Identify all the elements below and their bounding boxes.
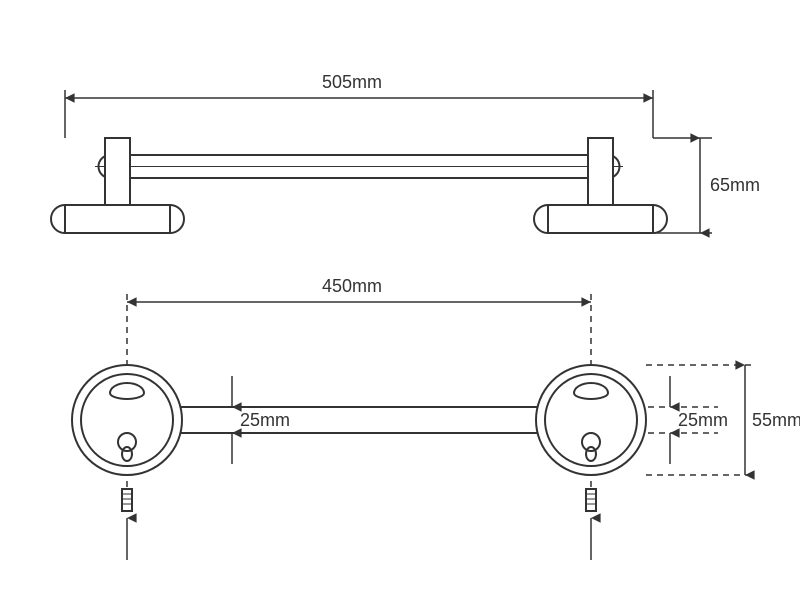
drawing-canvas [0, 0, 800, 600]
front-view [51, 90, 712, 233]
label-55: 55mm [752, 410, 800, 431]
label-25-l: 25mm [240, 410, 290, 431]
label-25-r: 25mm [678, 410, 728, 431]
dim-450 [127, 294, 591, 360]
label-65: 65mm [710, 175, 760, 196]
top-flange-left [72, 365, 182, 475]
top-flange-right [536, 365, 646, 475]
label-505: 505mm [322, 72, 382, 93]
dim-505 [65, 90, 653, 138]
front-post-right [534, 138, 667, 233]
screw-right [586, 489, 596, 560]
front-post-left [51, 138, 184, 233]
top-view [72, 294, 755, 560]
label-450: 450mm [322, 276, 382, 297]
front-bar [95, 155, 623, 178]
dim-65 [653, 138, 712, 233]
top-rod [173, 407, 545, 433]
screw-left [122, 489, 132, 560]
